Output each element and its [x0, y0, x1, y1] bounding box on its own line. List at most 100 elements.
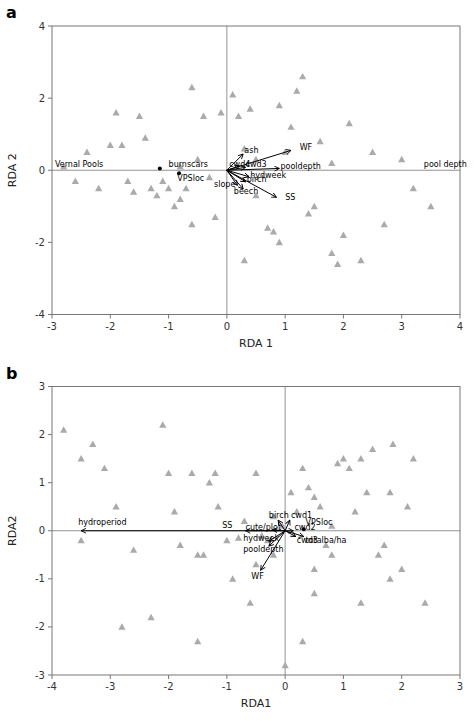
scatter-point: [194, 551, 201, 557]
arrow-label: birch: [247, 175, 267, 184]
y-tick-label: 0: [39, 525, 45, 536]
x-tick-label: 1: [340, 681, 346, 692]
scatter-point: [340, 455, 347, 461]
scatter-point: [118, 623, 125, 629]
scatter-point: [212, 469, 219, 475]
scatter-point: [334, 260, 341, 266]
site-dot: [158, 166, 162, 170]
scatter-point: [328, 250, 335, 256]
scatter-point: [159, 177, 166, 183]
scatter-point: [346, 465, 353, 471]
scatter-point: [334, 460, 341, 466]
scatter-point: [311, 590, 318, 596]
scatter-point: [165, 185, 172, 191]
scatter-point: [147, 614, 154, 620]
scatter-point: [118, 141, 125, 147]
x-tick-label: -4: [47, 681, 57, 692]
scatter-point: [200, 113, 207, 119]
y-axis-label: RDA2: [6, 516, 19, 546]
x-tick: [401, 315, 402, 319]
x-tick-label: -3: [105, 681, 115, 692]
y-tick-label: -3: [35, 670, 45, 681]
scatter-point: [142, 134, 149, 140]
x-tick: [343, 675, 344, 679]
y-tick-label: -4: [35, 309, 45, 320]
arrow-label: SS: [285, 193, 295, 202]
scatter-point: [78, 537, 85, 543]
scatter-point: [381, 542, 388, 548]
y-tick-label: -2: [35, 237, 45, 248]
scatter-point: [89, 441, 96, 447]
x-tick-label: -2: [105, 321, 115, 332]
arrow: [285, 520, 290, 531]
scatter-point: [369, 149, 376, 155]
x-tick: [226, 675, 227, 679]
scatter-point: [72, 177, 79, 183]
x-axis-label: RDA1: [241, 697, 271, 710]
scatter-point: [427, 203, 434, 209]
y-tick: [48, 482, 52, 483]
scatter-point: [311, 203, 318, 209]
scatter-point: [293, 87, 300, 93]
scatter-point: [305, 484, 312, 490]
scatter-point: [247, 599, 254, 605]
x-tick-label: 0: [282, 681, 288, 692]
arrow-label: SS: [222, 521, 232, 530]
scatter-point: [299, 465, 306, 471]
y-tick: [48, 242, 52, 243]
scatter-point: [235, 113, 242, 119]
arrow-label: cwd3: [246, 160, 267, 169]
scatter-point: [235, 534, 242, 540]
scatter-point: [346, 120, 353, 126]
arrow-label: hydroperiod: [78, 518, 126, 527]
scatter-point: [215, 503, 222, 509]
scatter-point: [136, 113, 143, 119]
x-tick: [52, 675, 53, 679]
scatter-point: [78, 455, 85, 461]
y-tick: [48, 98, 52, 99]
y-tick: [48, 530, 52, 531]
y-tick-label: 2: [39, 93, 45, 104]
plot-frame: [52, 387, 460, 676]
scatter-point: [130, 188, 137, 194]
y-tick: [48, 386, 52, 387]
scatter-point: [282, 662, 289, 668]
scatter-point: [113, 109, 120, 115]
annotation: burnscars: [169, 160, 208, 169]
scatter-point: [159, 421, 166, 427]
x-tick: [343, 315, 344, 319]
scatter-point: [124, 177, 131, 183]
scatter-point: [340, 232, 347, 238]
y-tick-label: -2: [35, 621, 45, 632]
x-tick-label: 4: [457, 321, 463, 332]
scatter-point: [421, 599, 428, 605]
y-axis-label: RDA 2: [6, 153, 19, 187]
y-tick: [48, 170, 52, 171]
x-tick: [285, 675, 286, 679]
y-tick: [48, 675, 52, 676]
panel-label: a: [6, 3, 17, 22]
x-tick: [168, 675, 169, 679]
y-tick: [48, 434, 52, 435]
scatter-point: [252, 469, 259, 475]
x-tick-label: 1: [282, 321, 288, 332]
arrow-label: pooldepth: [280, 162, 320, 171]
scatter-point: [194, 638, 201, 644]
scatter-point: [299, 638, 306, 644]
scatter-point: [276, 239, 283, 245]
figure: -3-2-101234-4-2024RDA 1RDA 2aWFSSpooldep…: [0, 0, 474, 721]
scatter-point: [386, 575, 393, 581]
scatter-point: [229, 91, 236, 97]
scatter-point: [381, 221, 388, 227]
scatter-point: [200, 551, 207, 557]
scatter-point: [389, 441, 396, 447]
scatter-point: [247, 105, 254, 111]
scatter-point: [60, 426, 67, 432]
x-tick: [168, 315, 169, 319]
arrow-label: slope: [214, 180, 235, 189]
x-tick-label: -1: [164, 321, 174, 332]
scatter-point: [276, 102, 283, 108]
x-tick-label: 2: [340, 321, 346, 332]
x-tick: [110, 675, 111, 679]
scatter-point: [177, 196, 184, 202]
